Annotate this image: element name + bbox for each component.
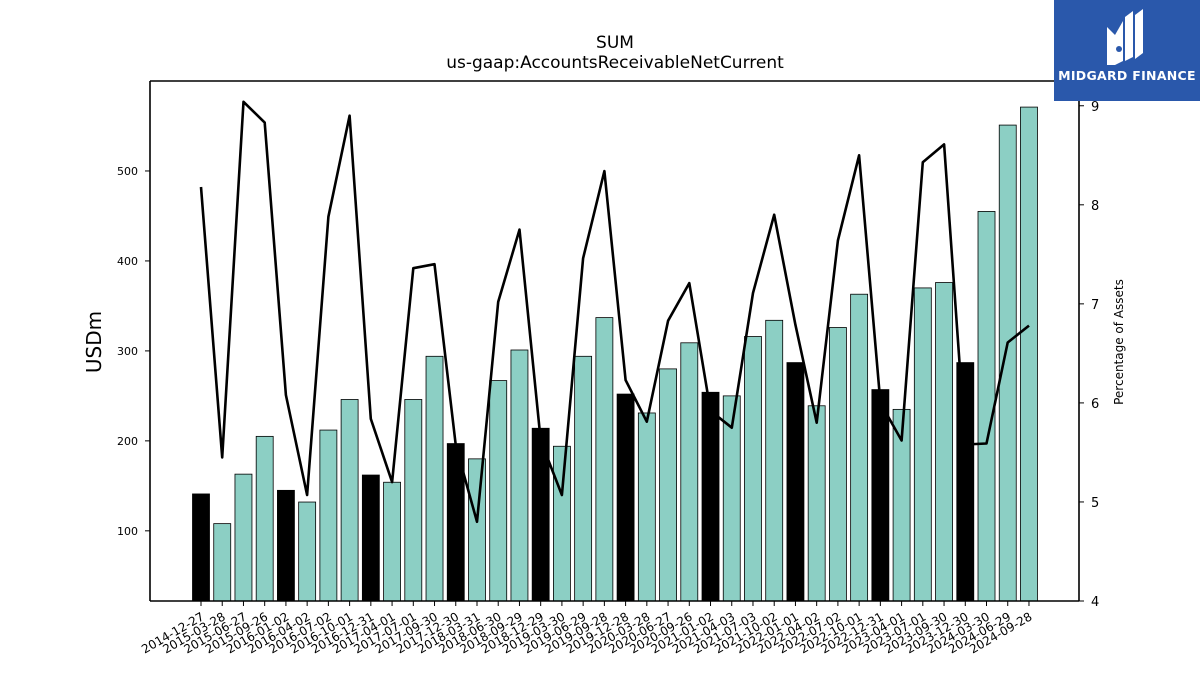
y2-tick-label: 6 [1091, 397, 1099, 412]
y-tick-label: 400 [117, 255, 138, 268]
company-logo: MIDGARD FINANCE [1054, 0, 1200, 101]
bar-2019-06-29 [574, 355, 593, 602]
bar-2024-09-28 [1020, 106, 1038, 602]
logo-text: MIDGARD FINANCE [1058, 68, 1196, 83]
bar-2022-01-01 [786, 362, 805, 602]
y-tick-label: 500 [117, 165, 138, 178]
bar-2019-12-28 [616, 393, 635, 602]
bar-2020-03-28 [637, 412, 656, 602]
bar-2017-07-01 [404, 399, 423, 602]
percentage-line [199, 100, 1030, 524]
bar-2016-10-01 [340, 399, 359, 602]
bar-2016-07-02 [319, 429, 338, 602]
chart-subtitle: us-gaap:AccountsReceivableNetCurrent [446, 53, 784, 73]
bar-2020-06-27 [659, 368, 677, 602]
y-axis-label: USDm [82, 311, 106, 373]
bar-2018-03-31 [468, 458, 486, 602]
bar-2017-04-01 [383, 481, 401, 602]
bar-2015-09-26 [255, 435, 274, 602]
bar-2017-09-30 [425, 355, 444, 602]
bar-2022-07-02 [829, 327, 847, 602]
bar-2022-12-31 [871, 389, 890, 602]
bar-2023-09-30 [935, 282, 953, 602]
y2-tick-label: 9 [1091, 100, 1099, 115]
bar-2022-10-01 [850, 293, 869, 602]
y2-axis-label: Percentage of Assets [1112, 279, 1126, 405]
bar-2016-12-31 [361, 474, 380, 602]
bar-2018-09-29 [510, 349, 529, 602]
y-tick-label: 100 [117, 525, 138, 538]
bar-2024-06-29 [998, 124, 1017, 602]
bar-2016-04-02 [298, 501, 317, 602]
y2-tick-label: 7 [1091, 298, 1099, 313]
bar-2021-10-02 [765, 319, 784, 602]
y2-tick-label: 5 [1091, 496, 1099, 511]
bar-2020-09-26 [680, 342, 699, 602]
y-tick-label: 300 [117, 345, 138, 358]
midgard-m-logo-icon [1107, 9, 1143, 65]
bar-2015-06-27 [234, 473, 253, 602]
bar-2019-03-30 [553, 445, 571, 602]
bar-2022-04-02 [807, 405, 826, 602]
chart-title: SUM [596, 33, 634, 53]
y2-tick-label: 8 [1091, 199, 1099, 214]
bar-2021-07-03 [744, 336, 762, 602]
bar-2018-06-30 [489, 380, 508, 602]
bar-2023-12-30 [956, 362, 975, 602]
y2-tick-label: 4 [1091, 595, 1099, 610]
bar-2019-09-28 [595, 317, 614, 602]
bar-2015-03-28 [213, 523, 232, 602]
bar-2023-07-01 [913, 287, 932, 602]
y-tick-label: 200 [117, 435, 138, 448]
bar-2024-03-30 [977, 211, 996, 602]
bar-2021-01-02 [701, 391, 720, 602]
bar-2016-01-02 [277, 489, 295, 602]
bar-2014-12-27 [192, 493, 210, 602]
